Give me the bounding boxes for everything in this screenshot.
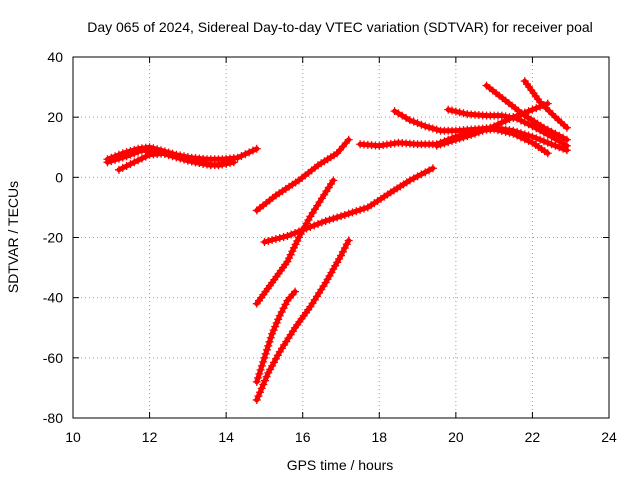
x-axis-label: GPS time / hours bbox=[287, 457, 394, 473]
series-track-6 bbox=[252, 176, 338, 308]
data-point-markers bbox=[252, 176, 338, 308]
series-track-14 bbox=[432, 99, 552, 150]
y-axis-label: SDTVAR / TECUs bbox=[5, 181, 21, 293]
data-series bbox=[103, 77, 571, 404]
x-tick-label: 12 bbox=[142, 429, 158, 445]
x-tick-label: 22 bbox=[525, 429, 541, 445]
series-track-13 bbox=[520, 77, 571, 132]
y-tick-label: -80 bbox=[43, 410, 63, 426]
x-tick-label: 18 bbox=[371, 429, 387, 445]
series-track-3 bbox=[114, 149, 231, 174]
series-track-7 bbox=[252, 287, 300, 386]
x-tick-label: 10 bbox=[65, 429, 81, 445]
x-tick-label: 20 bbox=[448, 429, 464, 445]
x-tick-label: 16 bbox=[295, 429, 311, 445]
y-tick-label: 20 bbox=[47, 109, 63, 125]
data-point-markers bbox=[252, 135, 353, 215]
y-tick-label: 0 bbox=[55, 169, 63, 185]
data-point-markers bbox=[520, 77, 571, 132]
series-track-4 bbox=[252, 135, 353, 215]
y-tick-label: 40 bbox=[47, 49, 63, 65]
chart-title: Day 065 of 2024, Sidereal Day-to-day VTE… bbox=[87, 19, 593, 35]
plot-frame bbox=[72, 56, 610, 419]
x-tick-label: 14 bbox=[218, 429, 234, 445]
grid-lines bbox=[73, 57, 609, 418]
series-track-8 bbox=[252, 236, 353, 404]
data-point-markers bbox=[432, 99, 552, 150]
data-point-markers bbox=[114, 149, 231, 174]
data-point-markers bbox=[252, 287, 300, 386]
tick-labels: 10 12 14 16 18 20 22 24 -80 -60 -40 -20 0 20 40 bbox=[43, 49, 617, 445]
y-tick-label: -60 bbox=[43, 350, 63, 366]
y-tick-label: -40 bbox=[43, 290, 63, 306]
x-tick-label: 24 bbox=[601, 429, 617, 445]
y-tick-label: -20 bbox=[43, 230, 63, 246]
data-point-markers bbox=[252, 236, 353, 404]
